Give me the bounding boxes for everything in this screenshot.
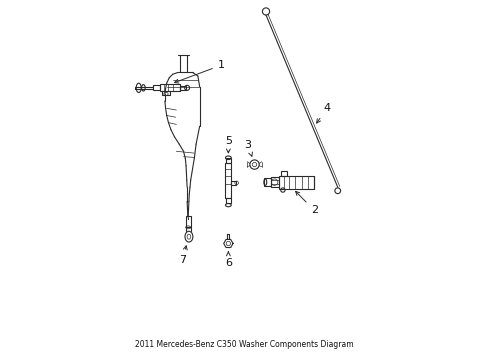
Text: 4: 4 bbox=[316, 103, 330, 123]
Bar bbox=[180, 86, 185, 90]
Bar bbox=[185, 216, 190, 226]
Bar bbox=[231, 181, 235, 185]
Text: 7: 7 bbox=[179, 246, 187, 265]
Bar bbox=[270, 177, 278, 187]
Bar bbox=[226, 158, 230, 163]
Bar bbox=[226, 198, 230, 203]
Bar bbox=[278, 176, 314, 189]
Text: 1: 1 bbox=[174, 60, 224, 83]
Bar bbox=[162, 91, 169, 95]
Text: 2011 Mercedes-Benz C350 Washer Components Diagram: 2011 Mercedes-Benz C350 Washer Component… bbox=[135, 339, 353, 348]
Text: 6: 6 bbox=[224, 252, 231, 268]
Bar bbox=[159, 84, 180, 91]
Text: 5: 5 bbox=[224, 136, 231, 153]
Bar bbox=[264, 178, 270, 186]
Text: 2: 2 bbox=[295, 192, 317, 216]
Bar bbox=[153, 85, 159, 90]
Bar bbox=[225, 163, 231, 198]
Bar bbox=[281, 171, 286, 176]
Text: 3: 3 bbox=[244, 140, 252, 156]
